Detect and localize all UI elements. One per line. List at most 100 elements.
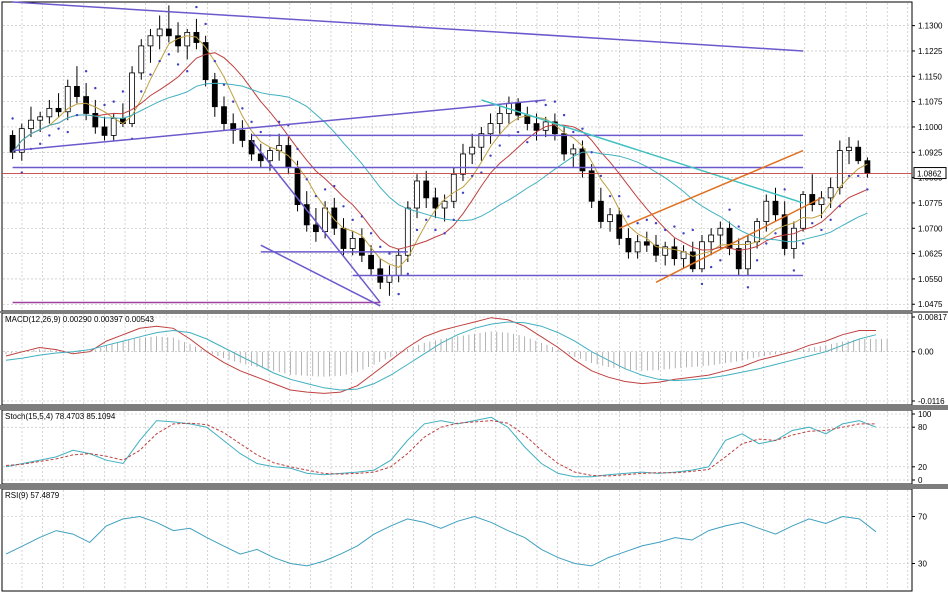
y-tick-label: 1.1225 [918, 47, 943, 56]
candle [101, 116, 108, 141]
y-tick-label: 100 [918, 410, 932, 419]
sar-dot [544, 103, 547, 107]
candle-body-bull [460, 153, 466, 175]
candle [313, 208, 319, 242]
sar-dot [121, 90, 125, 93]
sar-dot [103, 103, 106, 107]
candle-body-bear [175, 35, 181, 47]
candle-body-bull [487, 123, 494, 135]
candle [790, 221, 797, 259]
candle [855, 140, 862, 165]
sar-dot [231, 100, 235, 103]
candle [607, 208, 613, 232]
candle-body-bear [358, 237, 365, 256]
candle-body-bear [597, 200, 604, 222]
candle [643, 231, 650, 252]
sar-dot [581, 127, 584, 130]
sar-dot [673, 225, 676, 228]
candle [588, 164, 595, 208]
rsi-indicator-label: RSI(9) 57.4879 [5, 491, 60, 500]
candle-body-bull [441, 200, 448, 209]
sar-dot [811, 221, 814, 225]
up-channel-bottom [655, 197, 822, 283]
pane-separator [0, 405, 948, 410]
sar-dot [562, 113, 566, 117]
y-tick-label: 1.0700 [918, 224, 943, 233]
candle-body-bull [37, 116, 44, 121]
sar-dot [838, 205, 842, 208]
candle [414, 174, 420, 219]
sar-dot [461, 191, 465, 195]
sar-dot [709, 265, 713, 269]
sar-dot [84, 70, 88, 73]
candle-body-bull [827, 187, 834, 199]
sar-dot [277, 120, 281, 124]
long-trendline [12, 1, 804, 52]
sar-dot [682, 232, 685, 235]
sar-dot [443, 232, 446, 235]
sar-dot [498, 144, 501, 147]
rsi-series-line [5, 515, 877, 567]
sar-dot [516, 130, 520, 134]
sar-dot [452, 218, 455, 222]
pane-separator [0, 311, 948, 313]
current-price-label: 1.0862 [917, 170, 942, 179]
candle-body-bear [303, 204, 310, 226]
sar-dot [167, 53, 171, 56]
sar-dot [434, 228, 437, 232]
candle-body-bull [496, 113, 503, 124]
sar-dot [792, 269, 796, 272]
y-tick-label: 30 [918, 560, 927, 569]
sar-dot [296, 147, 299, 151]
candle-body-bull [184, 31, 191, 47]
y-tick-label: 1.0475 [918, 300, 943, 309]
candle [478, 126, 485, 161]
candle [450, 167, 457, 208]
sar-dot [847, 174, 851, 178]
candle [156, 15, 163, 50]
candles [9, 5, 871, 296]
sar-dot [323, 188, 327, 191]
parabolic-sar [11, 5, 869, 296]
candle-body-bear [855, 146, 862, 162]
candle [634, 235, 641, 259]
sar-dot [75, 113, 79, 117]
candle-body-bear [239, 129, 246, 141]
sar-dot [176, 63, 180, 66]
candle-body-bear [689, 251, 696, 270]
candle [846, 137, 852, 165]
candle-body-bear [83, 96, 90, 114]
sar-dot [333, 184, 336, 188]
sar-dot [425, 218, 428, 222]
candle-body-bull [129, 72, 135, 124]
sar-dot [820, 228, 823, 232]
y-tick-label: 20 [918, 463, 927, 472]
candle-body-bull [414, 180, 420, 209]
sar-dot [213, 59, 217, 63]
sar-dot [801, 242, 805, 245]
candle-body-bull [790, 227, 797, 249]
sar-dot [158, 59, 161, 63]
sar-dot [369, 232, 373, 235]
candle-body-bear [579, 148, 586, 172]
candle-body-bear [101, 126, 108, 136]
candle [138, 39, 145, 80]
sar-dot [489, 154, 492, 157]
candle [460, 143, 466, 181]
sar-dot [691, 228, 694, 232]
y-tick-label: 1.1075 [918, 98, 943, 107]
candle-body-bull [607, 214, 613, 222]
candle [432, 187, 439, 219]
sar-dot [857, 174, 860, 178]
candle-body-bear [551, 121, 558, 135]
sar-dot [94, 86, 97, 90]
sar-dot [388, 252, 391, 255]
candle [239, 120, 246, 148]
candle-body-bear [781, 214, 788, 249]
candle-body-bear [165, 28, 172, 37]
y-tick-label: 1.1000 [918, 123, 943, 132]
up-channel-top [618, 149, 804, 229]
sar-dot [48, 134, 51, 137]
candle [55, 93, 62, 117]
candle [597, 187, 604, 229]
